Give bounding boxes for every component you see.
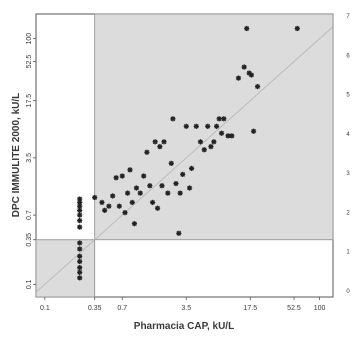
data-point <box>216 116 222 122</box>
data-point <box>154 205 161 211</box>
data-point <box>124 190 131 196</box>
data-point <box>201 147 207 153</box>
data-point <box>157 144 163 150</box>
data-point <box>152 139 158 145</box>
x-tick-label: 52.5 <box>287 305 301 312</box>
data-point <box>218 130 225 136</box>
y-tick-label: 0.35 <box>26 233 33 247</box>
data-point <box>102 207 108 213</box>
y-tick-label: 0.7 <box>26 210 33 220</box>
data-point <box>77 258 83 265</box>
data-point <box>161 139 167 145</box>
right-axis-tick-label: 3 <box>346 171 350 177</box>
shaded-region-0 <box>94 13 334 241</box>
data-point <box>183 123 189 129</box>
data-point <box>250 128 257 134</box>
data-point <box>77 224 83 230</box>
data-point <box>229 133 235 139</box>
data-point <box>77 240 83 246</box>
data-point <box>168 160 174 166</box>
data-point <box>186 185 193 191</box>
data-point <box>211 139 217 145</box>
right-axis-tick-label: 2 <box>346 210 350 216</box>
data-point <box>77 196 83 202</box>
data-point <box>77 253 83 259</box>
right-axis-tick-label: 7 <box>346 14 350 20</box>
data-point <box>149 199 156 206</box>
data-point <box>110 193 116 199</box>
x-tick-label: 0.1 <box>40 305 50 312</box>
data-point <box>106 203 112 209</box>
data-point <box>77 217 83 224</box>
y-tick-label: 52.5 <box>26 55 33 69</box>
right-axis-tick-label: 1 <box>346 250 350 256</box>
data-point <box>254 83 261 90</box>
data-point <box>159 183 165 189</box>
data-point <box>137 190 143 196</box>
x-tick-label: 0.35 <box>88 305 102 312</box>
data-point <box>77 265 83 271</box>
right-axis-tick-label: 5 <box>346 93 350 99</box>
data-point <box>176 230 182 236</box>
y-tick-label: 100 <box>26 33 33 45</box>
x-tick-label: 3.5 <box>181 305 191 312</box>
x-tick-label: 17.5 <box>243 305 257 312</box>
data-point <box>241 64 247 70</box>
data-point <box>205 123 211 129</box>
data-point <box>221 116 227 122</box>
data-point <box>188 165 195 172</box>
data-point <box>180 171 186 177</box>
data-point <box>77 246 83 252</box>
shaded-region-1 <box>35 239 96 298</box>
data-point <box>294 25 300 32</box>
data-point <box>129 199 135 206</box>
data-point <box>127 167 133 173</box>
data-point <box>77 269 83 275</box>
data-point <box>99 199 105 206</box>
data-point <box>213 123 220 129</box>
data-point <box>119 173 125 179</box>
data-point <box>131 221 138 227</box>
data-point <box>116 203 122 209</box>
right-axis-tick-label: 4 <box>346 132 350 138</box>
data-point <box>165 190 171 196</box>
data-point <box>77 212 83 218</box>
data-point <box>147 183 153 189</box>
data-point <box>141 173 147 179</box>
right-axis-tick-label: 0 <box>346 289 350 295</box>
data-point <box>170 116 176 122</box>
data-point <box>144 149 150 155</box>
right-axis-tick-label: 6 <box>346 53 350 59</box>
data-point <box>197 139 204 145</box>
y-tick-label: 0.1 <box>26 279 33 289</box>
y-tick-label: 17.5 <box>26 94 33 108</box>
data-point <box>235 75 242 81</box>
data-point <box>193 123 199 129</box>
data-point <box>92 194 98 201</box>
x-tick-label: 100 <box>314 305 326 312</box>
data-point <box>133 185 140 191</box>
data-point <box>77 275 83 281</box>
data-point <box>113 175 119 181</box>
data-point <box>177 190 183 196</box>
data-point <box>122 210 128 216</box>
identity-line <box>35 26 334 293</box>
data-point <box>208 144 214 150</box>
x-tick-label: 0.7 <box>117 305 127 312</box>
y-axis-label: DPC IMMULITE 2000, kU/L <box>11 93 22 217</box>
data-point <box>77 207 83 213</box>
data-point <box>244 25 250 32</box>
data-point <box>248 72 255 78</box>
x-axis-label: Pharmacia CAP, kU/L <box>134 321 234 332</box>
y-tick-label: 3.5 <box>26 153 33 163</box>
data-point <box>173 180 179 187</box>
